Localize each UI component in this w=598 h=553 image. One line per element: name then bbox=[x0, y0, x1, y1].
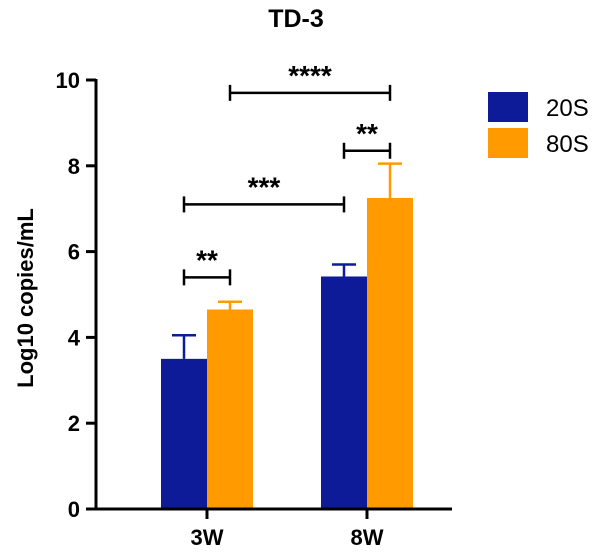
y-tick-label-0: 0 bbox=[68, 497, 80, 522]
x-tick-label-8W: 8W bbox=[351, 525, 384, 550]
bar-80S-8W bbox=[367, 197, 413, 509]
significance-label-3: **** bbox=[288, 60, 332, 91]
y-tick-label-2: 2 bbox=[68, 411, 80, 436]
significance-label-2: ** bbox=[356, 118, 378, 149]
chart-title: TD-3 bbox=[268, 5, 324, 33]
bar-20S-8W bbox=[321, 276, 367, 509]
y-tick-label-4: 4 bbox=[68, 325, 81, 350]
y-tick-label-10: 10 bbox=[56, 68, 80, 93]
legend-label-20S: 20S bbox=[546, 95, 589, 122]
legend-swatch-20S bbox=[488, 92, 528, 122]
legend-label-80S: 80S bbox=[546, 131, 589, 158]
y-tick-label-8: 8 bbox=[68, 154, 80, 179]
x-tick-label-3W: 3W bbox=[191, 525, 224, 550]
bar-20S-3W bbox=[161, 358, 207, 509]
significance-label-0: ** bbox=[196, 244, 218, 275]
significance-label-1: *** bbox=[248, 171, 281, 202]
bar-80S-3W bbox=[207, 309, 253, 509]
y-tick-label-6: 6 bbox=[68, 240, 80, 265]
legend-swatch-80S bbox=[488, 128, 528, 158]
y-axis-label: Log10 copies/mL bbox=[13, 208, 38, 388]
